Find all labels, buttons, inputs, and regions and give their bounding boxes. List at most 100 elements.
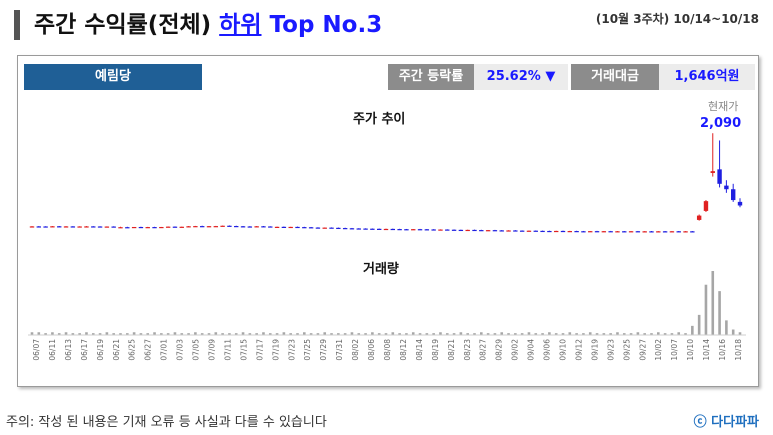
- volume-bar: [187, 333, 190, 335]
- volume-bar: [616, 332, 619, 335]
- candle-body: [247, 226, 253, 228]
- candle-body: [288, 226, 293, 229]
- candle-body: [526, 230, 532, 232]
- x-tick-label: 06/13: [64, 339, 73, 361]
- x-tick-label: 08/14: [415, 339, 424, 361]
- x-tick-label: 07/01: [160, 339, 169, 361]
- volume-bar: [588, 332, 592, 335]
- candle-body: [717, 169, 722, 184]
- x-tick-label: 06/27: [144, 339, 153, 361]
- volume-bar: [112, 333, 115, 335]
- candle-body: [628, 231, 634, 233]
- candle-body: [186, 226, 191, 228]
- volume-bar: [677, 332, 681, 335]
- volume-bar: [725, 320, 728, 335]
- stock-chart-svg: 06/07 06/11 06/13 06/17 06/19 06/21 06/25 06/27…: [28, 133, 746, 361]
- candle-body: [669, 231, 675, 233]
- candle-body: [179, 226, 184, 228]
- candle-body: [77, 226, 82, 228]
- candle-body: [57, 226, 62, 228]
- volume-bar: [275, 333, 279, 335]
- stock-panel: 예림당 주간 등락률 25.62% ▼ 거래대금 1,646억원 주가 추이 현…: [17, 55, 759, 387]
- volume-bar: [445, 333, 449, 335]
- volume-bar: [432, 333, 435, 335]
- candle-body: [424, 229, 430, 231]
- candle-body: [431, 229, 436, 231]
- volume-bar: [391, 332, 395, 335]
- candle-body: [397, 229, 402, 231]
- volume-bar: [173, 332, 177, 335]
- candle-body: [485, 230, 491, 232]
- volume-bar: [51, 332, 54, 335]
- candle-body: [737, 201, 743, 206]
- title-suffix: Top No.3: [261, 12, 383, 38]
- candle-body: [438, 229, 443, 231]
- volume-bar: [602, 333, 606, 335]
- volume-bar: [330, 333, 333, 335]
- candle-body: [70, 226, 76, 228]
- weekly-change-value: 25.62% ▼: [474, 64, 568, 90]
- candle-body: [445, 229, 450, 231]
- candle-body: [227, 225, 232, 227]
- candle-body: [240, 226, 246, 228]
- candle-body: [329, 227, 334, 229]
- volume-bar: [57, 333, 61, 335]
- copyright: ⓒ 다다파파: [693, 415, 759, 430]
- volume-bar: [126, 333, 129, 335]
- candle-body: [649, 231, 654, 233]
- candle-body: [43, 226, 48, 228]
- volume-bar: [622, 333, 626, 335]
- candle-body: [656, 231, 661, 233]
- x-tick-label: 09/02: [511, 339, 520, 361]
- volume-bar: [268, 333, 272, 335]
- candle-body: [390, 228, 396, 231]
- candle-body: [213, 226, 219, 228]
- volume-bar: [568, 332, 572, 335]
- x-tick-label: 07/15: [239, 339, 248, 361]
- stock-name: 예림당: [24, 64, 202, 90]
- volume-bar: [657, 332, 660, 335]
- candle-body: [172, 226, 178, 228]
- volume-bar: [44, 333, 47, 335]
- candle-body: [594, 231, 600, 233]
- candle-body: [261, 226, 266, 228]
- page-title: 주간 수익률(전체) 하위 Top No.3: [34, 10, 382, 40]
- volume-bar: [85, 332, 88, 335]
- candle-body: [91, 226, 96, 228]
- footer-notice: 주의: 작성 된 내용은 기재 오류 등 사실과 다를 수 있습니다: [6, 415, 327, 430]
- volume-bar: [718, 291, 721, 335]
- candle-body: [417, 229, 423, 231]
- candle-body: [50, 226, 55, 228]
- volume-bar: [534, 333, 538, 335]
- volume-bar: [282, 332, 286, 335]
- candle-body: [356, 228, 361, 230]
- candle-body: [84, 226, 89, 228]
- x-tick-label: 09/25: [622, 339, 631, 361]
- title-highlight[interactable]: 하위: [219, 12, 262, 38]
- x-tick-label: 08/02: [351, 339, 360, 361]
- candle-body: [499, 230, 504, 232]
- candle-body: [683, 231, 688, 233]
- volume-bar: [30, 332, 34, 335]
- volume-bar: [650, 333, 653, 335]
- volume-label: 거래대금: [571, 64, 659, 90]
- volume-bar: [691, 325, 694, 335]
- candle-body: [29, 226, 35, 228]
- candle-body: [315, 227, 321, 229]
- x-tick-label: 10/07: [670, 339, 679, 361]
- volume-bar: [153, 332, 156, 335]
- candle-body: [268, 226, 273, 228]
- volume-bar: [636, 332, 640, 335]
- candle-body: [104, 226, 110, 228]
- x-tick-label: 07/23: [287, 339, 296, 361]
- candle-body: [662, 231, 668, 233]
- candle-body: [295, 226, 300, 229]
- volume-bar: [241, 332, 245, 335]
- volume-bar: [398, 333, 401, 335]
- x-tick-label: 08/06: [367, 339, 376, 361]
- volume-bar: [731, 329, 735, 335]
- candle-body: [615, 231, 620, 233]
- candle-body: [519, 230, 525, 232]
- candle-body: [724, 185, 729, 190]
- candle-body: [574, 231, 579, 233]
